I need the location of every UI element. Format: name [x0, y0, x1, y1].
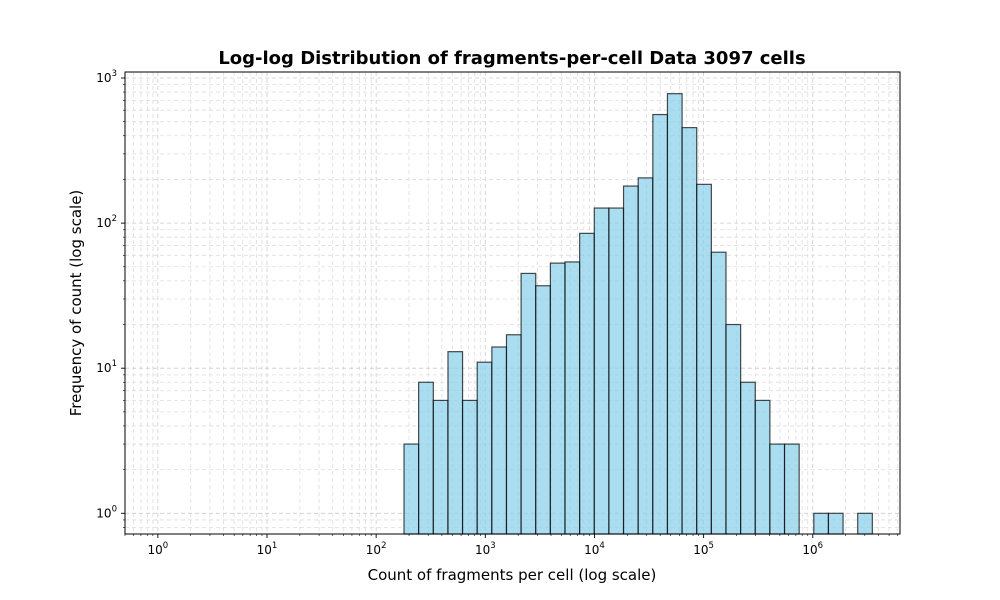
histogram-bar [754, 399, 771, 535]
histogram-bar [725, 323, 742, 535]
histogram-bar [505, 334, 522, 535]
histogram-bar [579, 232, 595, 535]
histogram-bar [608, 207, 625, 535]
y-tick-label: 101 [96, 359, 117, 375]
histogram-bar [696, 183, 712, 535]
histogram-bar [476, 361, 493, 535]
x-tick-label: 105 [693, 541, 714, 557]
histogram-bar [681, 127, 698, 535]
histogram-bar [403, 443, 420, 535]
histogram-bar [418, 381, 434, 535]
histogram-bar [710, 251, 727, 535]
histogram-bar [520, 272, 537, 535]
histogram-bar [564, 261, 581, 535]
histogram-bar [535, 285, 551, 535]
x-tick-label: 104 [584, 541, 605, 557]
x-tick-label: 103 [475, 541, 496, 557]
plot-frame [124, 71, 901, 535]
histogram-bar [593, 207, 610, 535]
x-tick-label: 106 [802, 541, 823, 557]
x-axis-label: Count of fragments per cell (log scale) [368, 566, 657, 584]
histogram-bar [666, 93, 683, 535]
histogram-bar [827, 512, 844, 535]
histogram-bar [857, 512, 873, 535]
histogram-bar [637, 177, 654, 535]
y-tick-label: 102 [96, 214, 117, 230]
y-tick-label: 100 [96, 504, 117, 520]
x-tick-label: 100 [148, 541, 169, 557]
x-tick-label: 102 [366, 541, 387, 557]
chart-title: Log-log Distribution of fragments-per-ce… [218, 48, 805, 69]
histogram-bar [783, 443, 800, 535]
histogram-bar [622, 185, 639, 535]
axis-ticks: 100 101 102 103 104 105 106 100 101 102 103 [96, 69, 898, 557]
histogram-bar [491, 346, 508, 535]
histogram-bar [769, 443, 786, 535]
histogram-bar [549, 262, 566, 535]
y-tick-label: 103 [96, 69, 117, 85]
x-tick-label: 101 [257, 541, 278, 557]
histogram-bar [447, 351, 464, 535]
y-axis-label: Frequency of count (log scale) [67, 190, 85, 417]
histogram-bar [652, 113, 669, 535]
histogram-bar [461, 399, 478, 535]
histogram-bar [813, 512, 830, 535]
histogram-bars [403, 93, 873, 535]
histogram-bar [740, 381, 756, 535]
histogram-bar [432, 399, 449, 535]
